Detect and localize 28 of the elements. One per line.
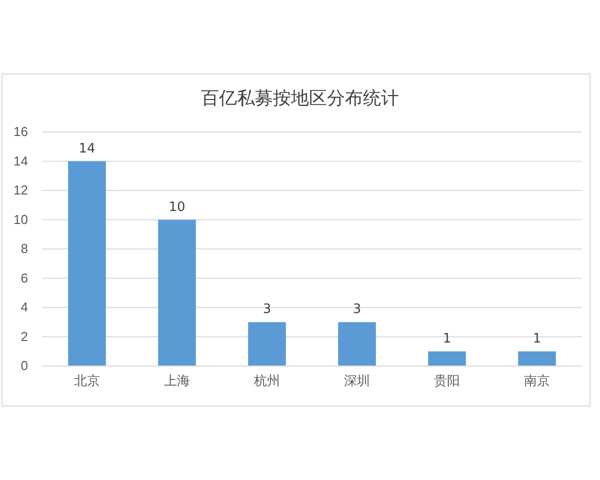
x-tick-label: 杭州 bbox=[253, 373, 280, 388]
y-tick-label: 4 bbox=[20, 300, 28, 315]
x-tick-label: 贵阳 bbox=[434, 373, 460, 388]
bar bbox=[338, 322, 376, 366]
data-label: 3 bbox=[262, 302, 272, 318]
bar bbox=[518, 351, 556, 366]
chart-title: 百亿私募按地区分布统计 bbox=[201, 88, 399, 109]
y-tick-label: 0 bbox=[20, 358, 28, 374]
bar bbox=[158, 220, 196, 366]
bar bbox=[428, 351, 466, 366]
bar bbox=[68, 161, 106, 366]
bar bbox=[248, 322, 286, 366]
y-tick-label: 14 bbox=[14, 153, 28, 168]
y-tick-label: 2 bbox=[20, 328, 28, 344]
y-tick-label: 16 bbox=[14, 124, 28, 140]
y-tick-label: 8 bbox=[20, 241, 28, 256]
data-label: 14 bbox=[78, 141, 96, 156]
y-tick-label: 10 bbox=[14, 212, 28, 227]
x-tick-label: 北京 bbox=[74, 373, 100, 388]
x-tick-label: 南京 bbox=[524, 373, 550, 388]
x-tick-label: 上海 bbox=[164, 373, 190, 388]
data-label: 1 bbox=[442, 331, 452, 346]
y-tick-label: 6 bbox=[20, 270, 28, 286]
data-label: 10 bbox=[168, 200, 186, 215]
data-label: 1 bbox=[532, 331, 542, 346]
y-tick-label: 12 bbox=[14, 182, 28, 198]
data-label: 3 bbox=[352, 302, 362, 318]
x-tick-label: 深圳 bbox=[344, 373, 370, 388]
